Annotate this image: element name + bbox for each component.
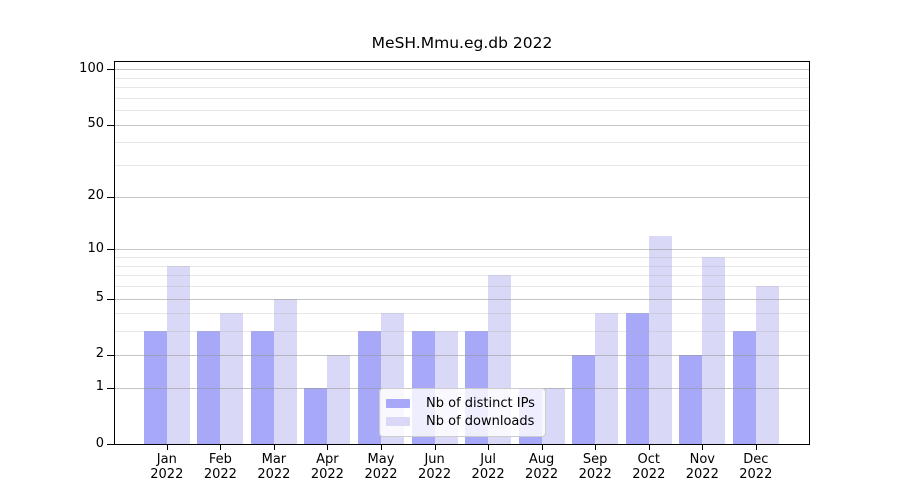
x-tick-label-jul: Jul 2022 bbox=[471, 452, 505, 482]
x-tick-mark-jan bbox=[166, 445, 168, 450]
y-tick-label-100: 100 bbox=[79, 60, 104, 76]
bar-downloads-aug bbox=[541, 387, 565, 444]
minor-gridline-40 bbox=[115, 142, 809, 144]
bar-distinct-ips-sep bbox=[572, 354, 596, 444]
y-tick-mark-10 bbox=[107, 249, 114, 251]
minor-gridline-7 bbox=[115, 275, 809, 277]
x-tick-label-nov: Nov 2022 bbox=[685, 452, 719, 482]
minor-gridline-30 bbox=[115, 165, 809, 167]
x-tick-label-dec: Dec 2022 bbox=[739, 452, 773, 482]
bar-downloads-nov bbox=[702, 257, 726, 444]
x-tick-label-apr: Apr 2022 bbox=[310, 452, 344, 482]
y-tick-mark-2 bbox=[107, 354, 114, 356]
x-tick-mark-aug bbox=[541, 445, 543, 450]
y-tick-label-5: 5 bbox=[95, 290, 104, 305]
minor-gridline-9 bbox=[115, 257, 809, 258]
bar-downloads-sep bbox=[595, 313, 619, 444]
x-tick-mark-feb bbox=[220, 445, 222, 450]
x-tick-label-jun: Jun 2022 bbox=[418, 452, 452, 482]
x-tick-label-mar: Mar 2022 bbox=[257, 452, 291, 482]
x-tick-mark-mar bbox=[273, 445, 275, 450]
y-tick-mark-20 bbox=[107, 196, 114, 198]
bar-downloads-feb bbox=[220, 313, 244, 444]
x-tick-mark-dec bbox=[755, 445, 757, 450]
major-gridline-2 bbox=[115, 354, 809, 356]
bar-distinct-ips-nov bbox=[679, 354, 703, 444]
x-tick-mark-nov bbox=[702, 445, 704, 450]
major-gridline-10 bbox=[115, 249, 809, 251]
plot-area bbox=[114, 61, 810, 445]
y-tick-label-0: 0 bbox=[95, 435, 104, 451]
x-tick-label-sep: Sep 2022 bbox=[578, 452, 612, 482]
bar-distinct-ips-apr bbox=[304, 387, 328, 444]
x-tick-label-aug: Aug 2022 bbox=[525, 452, 559, 482]
major-gridline-20 bbox=[115, 196, 809, 198]
legend-label-distinct-ips: Nb of distinct IPs bbox=[426, 396, 535, 411]
major-gridline-100 bbox=[115, 69, 809, 71]
minor-gridline-60 bbox=[115, 110, 809, 112]
y-tick-label-1: 1 bbox=[95, 379, 104, 395]
bar-downloads-dec bbox=[755, 286, 779, 444]
minor-gridline-80 bbox=[115, 87, 809, 89]
y-tick-mark-1 bbox=[107, 387, 114, 389]
x-tick-label-jan: Jan 2022 bbox=[150, 452, 184, 482]
y-tick-mark-50 bbox=[107, 124, 114, 126]
y-tick-label-20: 20 bbox=[87, 188, 104, 204]
minor-gridline-4 bbox=[115, 313, 809, 315]
y-tick-mark-5 bbox=[107, 298, 114, 300]
chart-title: MeSH.Mmu.eg.db 2022 bbox=[371, 34, 553, 52]
legend: Nb of distinct IPs Nb of downloads bbox=[379, 388, 546, 437]
x-tick-mark-may bbox=[381, 445, 382, 450]
legend-swatch-downloads bbox=[386, 417, 410, 426]
y-tick-label-2: 2 bbox=[95, 346, 104, 362]
x-tick-label-oct: Oct 2022 bbox=[632, 452, 666, 482]
x-tick-label-may: May 2022 bbox=[364, 452, 398, 482]
minor-gridline-90 bbox=[115, 77, 809, 79]
minor-gridline-70 bbox=[115, 97, 809, 99]
legend-item-downloads: Nb of downloads bbox=[386, 413, 537, 430]
legend-item-distinct-ips: Nb of distinct IPs bbox=[386, 395, 537, 412]
minor-gridline-6 bbox=[115, 286, 809, 287]
y-tick-label-50: 50 bbox=[87, 116, 104, 132]
major-gridline-50 bbox=[115, 124, 809, 126]
y-tick-mark-100 bbox=[107, 69, 114, 71]
bar-downloads-oct bbox=[648, 235, 672, 444]
minor-gridline-8 bbox=[115, 265, 809, 267]
x-tick-mark-sep bbox=[595, 445, 597, 450]
legend-swatch-distinct-ips bbox=[386, 399, 410, 408]
y-tick-label-10: 10 bbox=[87, 240, 104, 256]
legend-label-downloads: Nb of downloads bbox=[426, 414, 535, 429]
minor-gridline-3 bbox=[115, 331, 809, 333]
bar-downloads-apr bbox=[327, 354, 351, 444]
major-gridline-5 bbox=[115, 298, 809, 300]
bar-downloads-mar bbox=[273, 298, 297, 444]
x-tick-mark-jun bbox=[434, 445, 436, 450]
x-tick-mark-jul bbox=[488, 445, 490, 450]
x-tick-label-feb: Feb 2022 bbox=[203, 452, 237, 482]
x-tick-mark-oct bbox=[648, 445, 650, 450]
x-tick-mark-apr bbox=[327, 445, 329, 450]
y-tick-mark-0 bbox=[107, 444, 114, 445]
bar-distinct-ips-oct bbox=[625, 313, 649, 444]
